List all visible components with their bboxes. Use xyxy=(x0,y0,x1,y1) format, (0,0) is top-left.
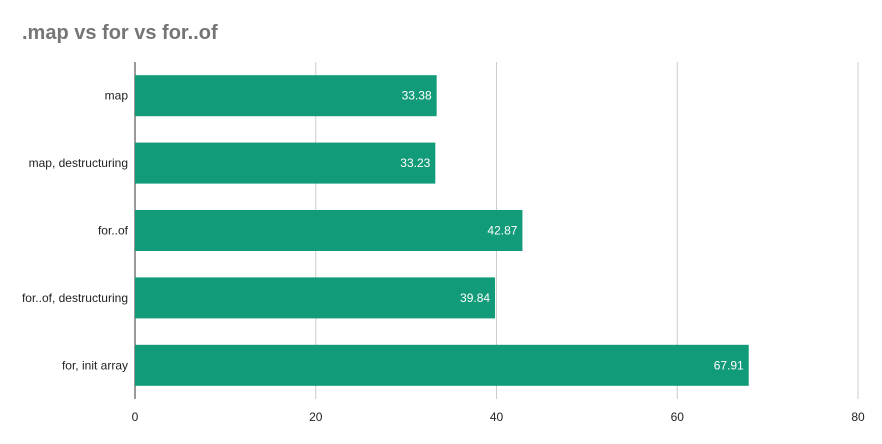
bars: 33.38 33.23 42.87 39.84 67.91 xyxy=(135,75,749,386)
category-label: for, init array xyxy=(62,358,128,372)
category-label: for..of, destructuring xyxy=(22,291,128,305)
bar xyxy=(135,277,496,319)
category-label: for..of xyxy=(98,224,129,238)
x-tick-labels: 0 20 40 60 80 xyxy=(132,410,865,424)
x-tick-label: 40 xyxy=(490,410,504,424)
data-label: 67.91 xyxy=(714,358,744,372)
chart-title: .map vs for vs for..of xyxy=(22,22,218,44)
x-tick-label: 20 xyxy=(309,410,323,424)
x-tick-label: 80 xyxy=(851,410,865,424)
data-label: 33.23 xyxy=(400,156,430,170)
x-tick-label: 60 xyxy=(671,410,685,424)
data-label: 33.38 xyxy=(402,89,432,103)
bar xyxy=(135,142,436,184)
category-label: map xyxy=(105,89,129,103)
data-label: 39.84 xyxy=(460,291,490,305)
data-label: 42.87 xyxy=(487,224,517,238)
bar xyxy=(135,344,749,386)
x-tick-label: 0 xyxy=(132,410,139,424)
category-label: map, destructuring xyxy=(29,156,128,170)
category-labels: map map, destructuring for..of for..of, des… xyxy=(22,89,129,373)
bar xyxy=(135,210,523,251)
bar xyxy=(135,75,437,117)
